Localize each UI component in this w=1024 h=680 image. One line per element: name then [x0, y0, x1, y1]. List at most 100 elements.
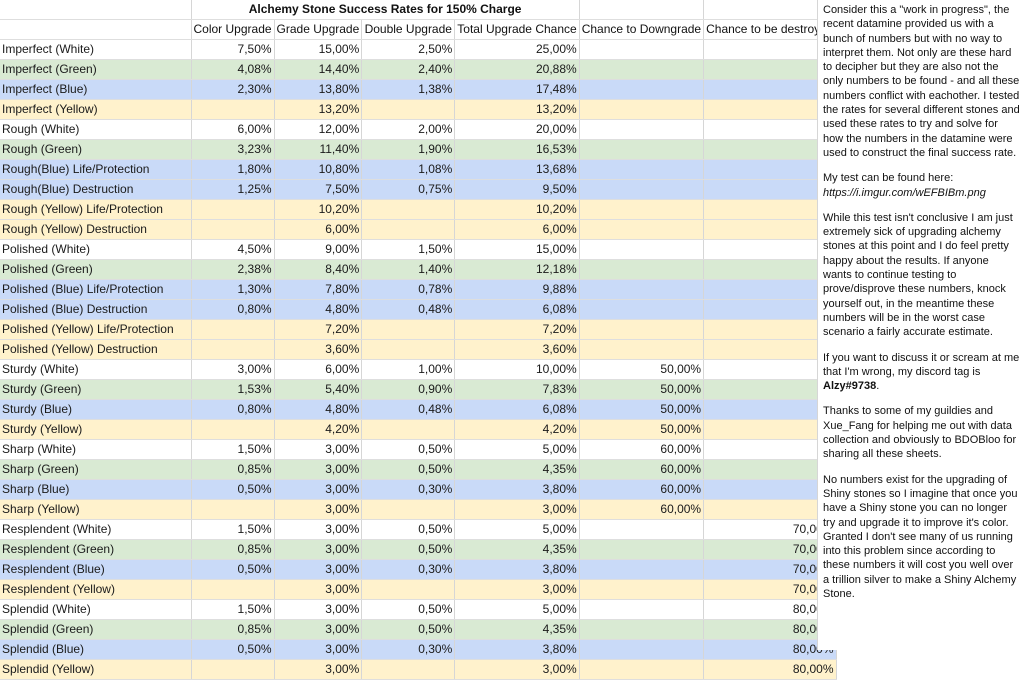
color-upgrade-cell[interactable]: 7,50% [191, 39, 275, 60]
total-upgrade-cell[interactable]: 6,08% [454, 399, 580, 420]
color-upgrade-cell[interactable]: 4,50% [191, 239, 275, 260]
double-upgrade-cell[interactable]: 1,38% [361, 79, 456, 100]
grade-upgrade-cell[interactable]: 6,00% [274, 359, 363, 380]
total-upgrade-cell[interactable]: 16,53% [454, 139, 580, 160]
double-upgrade-cell[interactable]: 1,00% [361, 359, 456, 380]
note-test-label[interactable]: My test can be found here: [823, 172, 954, 185]
color-upgrade-cell[interactable] [191, 419, 275, 440]
downgrade-cell[interactable] [579, 239, 705, 260]
note-conclusion[interactable]: While this test isn't conclusive I am ju… [823, 211, 1013, 339]
grade-upgrade-cell[interactable]: 13,80% [274, 79, 363, 100]
stone-name-cell[interactable]: Imperfect (White) [0, 39, 192, 60]
header-total-upgrade-chance[interactable]: Total Upgrade Chance [454, 19, 580, 40]
double-upgrade-cell[interactable] [361, 99, 456, 120]
double-upgrade-cell[interactable] [361, 419, 456, 440]
grade-upgrade-cell[interactable]: 3,60% [274, 339, 363, 360]
grade-upgrade-cell[interactable]: 3,00% [274, 439, 363, 460]
total-upgrade-cell[interactable]: 17,48% [454, 79, 580, 100]
downgrade-cell[interactable]: 60,00% [579, 479, 705, 500]
destroyed-cell[interactable] [703, 99, 837, 120]
header-chance-to-be-destroyed[interactable]: Chance to be destroyed [703, 19, 837, 40]
color-upgrade-cell[interactable]: 1,50% [191, 519, 275, 540]
stone-name-cell[interactable]: Sturdy (Green) [0, 379, 192, 400]
destroyed-cell[interactable] [703, 379, 837, 400]
downgrade-cell[interactable] [579, 339, 705, 360]
color-upgrade-cell[interactable] [191, 99, 275, 120]
double-upgrade-cell[interactable]: 0,50% [361, 439, 456, 460]
color-upgrade-cell[interactable]: 0,50% [191, 559, 275, 580]
double-upgrade-cell[interactable]: 0,50% [361, 519, 456, 540]
stone-name-cell[interactable]: Imperfect (Yellow) [0, 99, 192, 120]
downgrade-cell[interactable] [579, 659, 705, 680]
total-upgrade-cell[interactable]: 20,88% [454, 59, 580, 80]
double-upgrade-cell[interactable]: 1,08% [361, 159, 456, 180]
downgrade-cell[interactable]: 50,00% [579, 419, 705, 440]
destroyed-cell[interactable] [703, 119, 837, 140]
grade-upgrade-cell[interactable]: 3,00% [274, 459, 363, 480]
grade-upgrade-cell[interactable]: 12,00% [274, 119, 363, 140]
double-upgrade-cell[interactable]: 0,50% [361, 539, 456, 560]
total-upgrade-cell[interactable]: 9,50% [454, 179, 580, 200]
double-upgrade-cell[interactable]: 1,50% [361, 239, 456, 260]
downgrade-cell[interactable] [579, 219, 705, 240]
stone-name-cell[interactable]: Polished (Blue) Life/Protection [0, 279, 192, 300]
grade-upgrade-cell[interactable]: 3,00% [274, 519, 363, 540]
total-upgrade-cell[interactable]: 20,00% [454, 119, 580, 140]
stone-name-cell[interactable]: Sturdy (Blue) [0, 399, 192, 420]
grade-upgrade-cell[interactable]: 8,40% [274, 259, 363, 280]
destroyed-cell[interactable] [703, 459, 837, 480]
stone-name-cell[interactable]: Resplendent (Blue) [0, 559, 192, 580]
test-image-link[interactable]: https://i.imgur.com/wEFBIBm.png [823, 186, 986, 199]
downgrade-cell[interactable] [579, 99, 705, 120]
stone-name-cell[interactable]: Resplendent (White) [0, 519, 192, 540]
color-upgrade-cell[interactable]: 0,80% [191, 399, 275, 420]
grade-upgrade-cell[interactable]: 3,00% [274, 659, 363, 680]
color-upgrade-cell[interactable]: 1,80% [191, 159, 275, 180]
destroyed-cell[interactable]: 70,00% [703, 559, 837, 580]
stone-name-cell[interactable]: Sturdy (Yellow) [0, 419, 192, 440]
color-upgrade-cell[interactable]: 0,85% [191, 459, 275, 480]
double-upgrade-cell[interactable]: 0,90% [361, 379, 456, 400]
grade-upgrade-cell[interactable]: 3,00% [274, 579, 363, 600]
stone-name-cell[interactable]: Rough(Blue) Life/Protection [0, 159, 192, 180]
note-intro[interactable]: Consider this a "work in progress", the … [823, 4, 1020, 159]
color-upgrade-cell[interactable]: 1,50% [191, 439, 275, 460]
downgrade-cell[interactable] [579, 59, 705, 80]
total-upgrade-cell[interactable]: 3,00% [454, 499, 580, 520]
stone-name-cell[interactable]: Sharp (Green) [0, 459, 192, 480]
double-upgrade-cell[interactable] [361, 499, 456, 520]
color-upgrade-cell[interactable]: 1,50% [191, 599, 275, 620]
total-upgrade-cell[interactable]: 6,00% [454, 219, 580, 240]
grade-upgrade-cell[interactable]: 9,00% [274, 239, 363, 260]
total-upgrade-cell[interactable]: 13,68% [454, 159, 580, 180]
downgrade-cell[interactable] [579, 179, 705, 200]
grade-upgrade-cell[interactable]: 3,00% [274, 539, 363, 560]
destroyed-cell[interactable] [703, 239, 837, 260]
double-upgrade-cell[interactable]: 0,75% [361, 179, 456, 200]
destroyed-cell[interactable] [703, 159, 837, 180]
total-upgrade-cell[interactable]: 3,00% [454, 579, 580, 600]
downgrade-cell[interactable] [579, 579, 705, 600]
total-upgrade-cell[interactable]: 6,08% [454, 299, 580, 320]
color-upgrade-cell[interactable]: 0,80% [191, 299, 275, 320]
grade-upgrade-cell[interactable]: 15,00% [274, 39, 363, 60]
color-upgrade-cell[interactable]: 1,25% [191, 179, 275, 200]
total-upgrade-cell[interactable]: 10,20% [454, 199, 580, 220]
color-upgrade-cell[interactable]: 3,00% [191, 359, 275, 380]
stone-name-cell[interactable]: Sharp (Yellow) [0, 499, 192, 520]
downgrade-cell[interactable] [579, 159, 705, 180]
downgrade-cell[interactable]: 50,00% [579, 379, 705, 400]
total-upgrade-cell[interactable]: 4,35% [454, 459, 580, 480]
destroyed-cell[interactable] [703, 419, 837, 440]
downgrade-cell[interactable] [579, 139, 705, 160]
color-upgrade-cell[interactable]: 0,50% [191, 479, 275, 500]
color-upgrade-cell[interactable]: 2,38% [191, 259, 275, 280]
downgrade-cell[interactable] [579, 259, 705, 280]
double-upgrade-cell[interactable] [361, 659, 456, 680]
cell[interactable] [0, 0, 192, 20]
header-color-upgrade[interactable]: Color Upgrade [191, 19, 275, 40]
color-upgrade-cell[interactable] [191, 199, 275, 220]
double-upgrade-cell[interactable]: 0,30% [361, 559, 456, 580]
destroyed-cell[interactable] [703, 499, 837, 520]
stone-name-cell[interactable]: Polished (White) [0, 239, 192, 260]
